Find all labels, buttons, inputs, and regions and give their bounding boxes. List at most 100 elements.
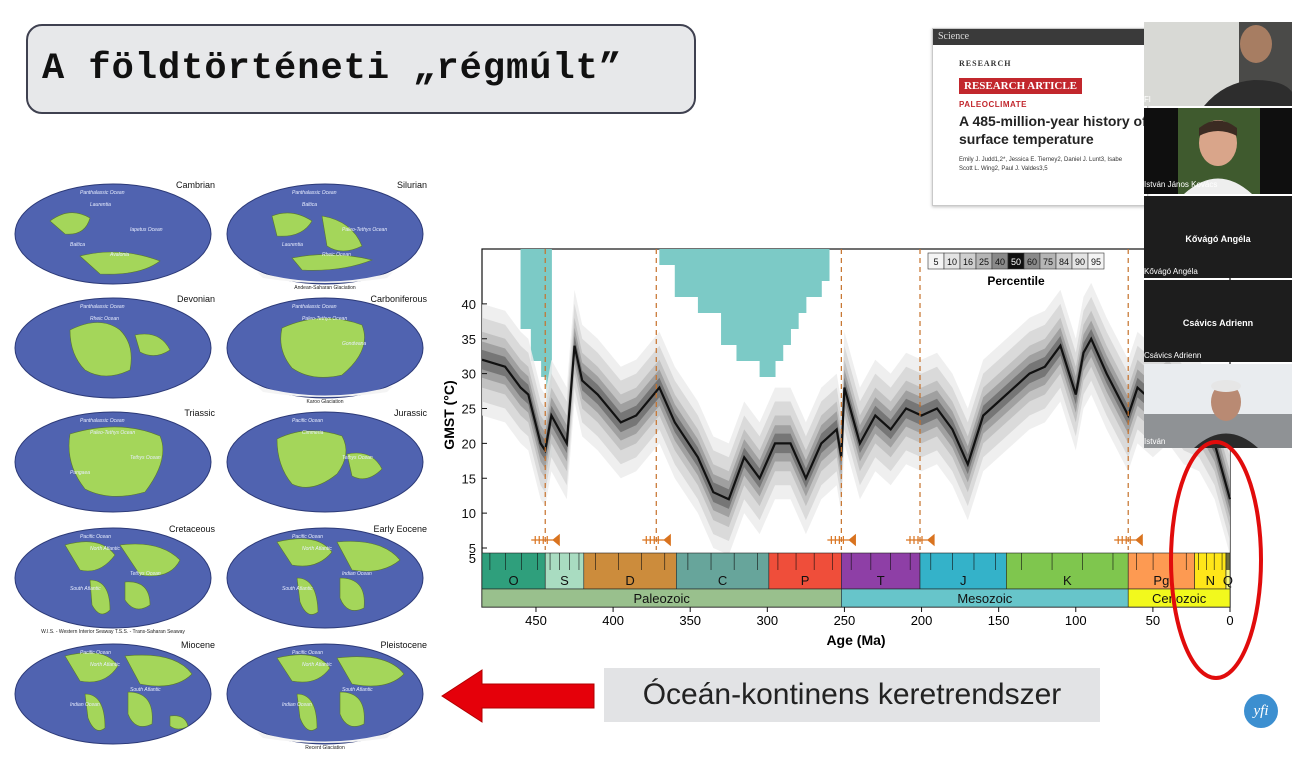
map-caption: W.I.S. - Western Interior Seaway T.S.S. … <box>41 629 185 635</box>
map-caption: Andean-Saharan Glaciation <box>294 285 356 291</box>
ocean-label: Panthalassic Ocean <box>80 418 125 424</box>
ocean-label: South Atlantic <box>342 687 373 693</box>
fish-shape <box>906 533 935 547</box>
ocean-label: Panthalassic Ocean <box>80 304 125 310</box>
x-tick-label: 350 <box>679 613 701 628</box>
continent-shape <box>336 656 405 687</box>
ocean-label: Indian Ocean <box>342 571 372 577</box>
yfi-logo-icon: yfi <box>1244 694 1278 728</box>
participant-tile-2[interactable]: Kővágó Angéla Kővágó Angéla <box>1144 196 1292 278</box>
continent-shape <box>280 317 365 378</box>
ocean-label: Pacific Ocean <box>80 534 111 540</box>
glaciation-bar <box>705 249 714 313</box>
ocean-label: Tethys Ocean <box>130 571 161 577</box>
globe-map-icon: Panthalassic Ocean Paleo-Tethys Ocean Gond… <box>226 297 424 405</box>
ocean-label: Panthalassic Ocean <box>80 190 125 196</box>
callout-box: Óceán-kontinens keretrendszer <box>604 668 1100 722</box>
participant-tile-4[interactable]: István <box>1144 364 1292 448</box>
fish-skeleton-icon <box>531 533 560 547</box>
participant-video <box>1144 22 1292 106</box>
participant-tile-1[interactable]: István János Kovács <box>1144 108 1292 194</box>
ocean-label: Avalonia <box>109 252 129 258</box>
glaciation-bar <box>667 249 676 265</box>
paper-section: RESEARCH <box>959 59 1012 68</box>
x-tick-label: 400 <box>602 613 624 628</box>
period-label: C <box>718 573 727 588</box>
continent-shape <box>64 541 116 572</box>
continent-shape <box>271 212 313 237</box>
period-block <box>768 552 842 590</box>
y-tick-label: 20 <box>462 436 476 451</box>
continent-shape <box>339 691 365 727</box>
y-tick-label: 5 <box>469 541 476 556</box>
period-label: P <box>801 573 810 588</box>
fish-skeleton-icon <box>642 533 671 547</box>
ocean-label: Rheic Ocean <box>90 316 119 322</box>
continent-shape <box>321 215 363 252</box>
paper-kicker: PALEOCLIMATE <box>959 100 1027 109</box>
ice-sheet <box>257 272 393 283</box>
ocean-label: Tethys Ocean <box>130 455 161 461</box>
paper-authors-line1: Emily J. Judd1,2*, Jessica E. Tierney2, … <box>959 157 1123 163</box>
x-axis-label: Age (Ma) <box>826 632 885 648</box>
map-period-label: Miocene <box>180 640 215 650</box>
percentile-value: 60 <box>1027 257 1037 267</box>
glaciation-bar <box>798 249 807 313</box>
continent-shape <box>336 541 401 572</box>
glaciation-bar <box>805 249 815 297</box>
ocean-label: South Atlantic <box>130 687 161 693</box>
paper-authors-line2: Scott L. Wing2, Paul J. Valdes3,5 <box>959 166 1048 172</box>
continent-shape <box>291 254 373 271</box>
ocean-label: North Atlantic <box>302 546 332 552</box>
participant-tile-3[interactable]: Csávics Adrienn Csávics Adrienn <box>1144 280 1292 362</box>
y-tick-label: 35 <box>462 332 476 347</box>
continent-shape <box>124 581 151 610</box>
x-tick-label: 100 <box>1065 613 1087 628</box>
slide-title: A földtörténeti „régmúlt” <box>42 48 623 90</box>
glaciation-bar <box>728 249 737 345</box>
participant-name: Csávics Adrienn <box>1144 351 1202 360</box>
glaciation-bar <box>751 249 761 361</box>
left-arrow-icon <box>441 669 595 723</box>
continent-shape <box>339 577 365 611</box>
ocean <box>226 527 424 629</box>
continent-shape <box>64 652 119 683</box>
continent-shape <box>69 322 132 377</box>
glaciation-bar <box>520 249 527 329</box>
ice-sheet <box>257 732 393 743</box>
continent-shape <box>89 579 111 615</box>
ocean-label: Iapetus Ocean <box>130 227 163 233</box>
paper-badge: RESEARCH ARTICLE <box>959 78 1083 94</box>
ocean-label: North Atlantic <box>90 546 120 552</box>
continent-shape <box>49 212 91 235</box>
period-block <box>676 552 770 590</box>
globe-map-icon: Panthalassic Ocean Baltica Paleo-Tethys Oc… <box>226 183 424 291</box>
y-tick-label: 40 <box>462 297 476 312</box>
percentile-value: 10 <box>947 257 957 267</box>
ocean-label: Pangaea <box>70 470 90 476</box>
glaciation-bar <box>767 249 776 377</box>
glaciation-bar <box>721 249 730 345</box>
participant-name: István <box>1144 437 1166 446</box>
continent-shape <box>68 426 164 497</box>
globe-map-icon: Pacific Ocean North Atlantic Indian Ocean S… <box>226 527 424 629</box>
glaciation-bar <box>782 249 791 345</box>
glaciation-bar <box>682 249 691 297</box>
continent-shape <box>124 654 193 687</box>
period-label: S <box>560 573 569 588</box>
map-early-eocene: Pacific Ocean North Atlantic Indian Ocean S… <box>222 520 427 635</box>
continent-shape <box>296 577 319 615</box>
ocean-label: Panthalassic Ocean <box>292 304 337 310</box>
y-tick-label: 30 <box>462 367 476 382</box>
ocean <box>14 527 212 629</box>
period-label: D <box>625 573 634 588</box>
uncertainty-band <box>482 329 1230 509</box>
ocean-label: South Atlantic <box>282 586 313 592</box>
period-label: Q <box>1223 573 1233 588</box>
ocean <box>226 643 424 745</box>
map-period-label: Devonian <box>176 294 215 304</box>
participant-tile-0[interactable]: Fl <box>1144 22 1292 106</box>
period-block <box>841 552 921 590</box>
callout-text: Óceán-kontinens keretrendszer <box>642 678 1062 711</box>
continent-shape <box>127 691 153 727</box>
